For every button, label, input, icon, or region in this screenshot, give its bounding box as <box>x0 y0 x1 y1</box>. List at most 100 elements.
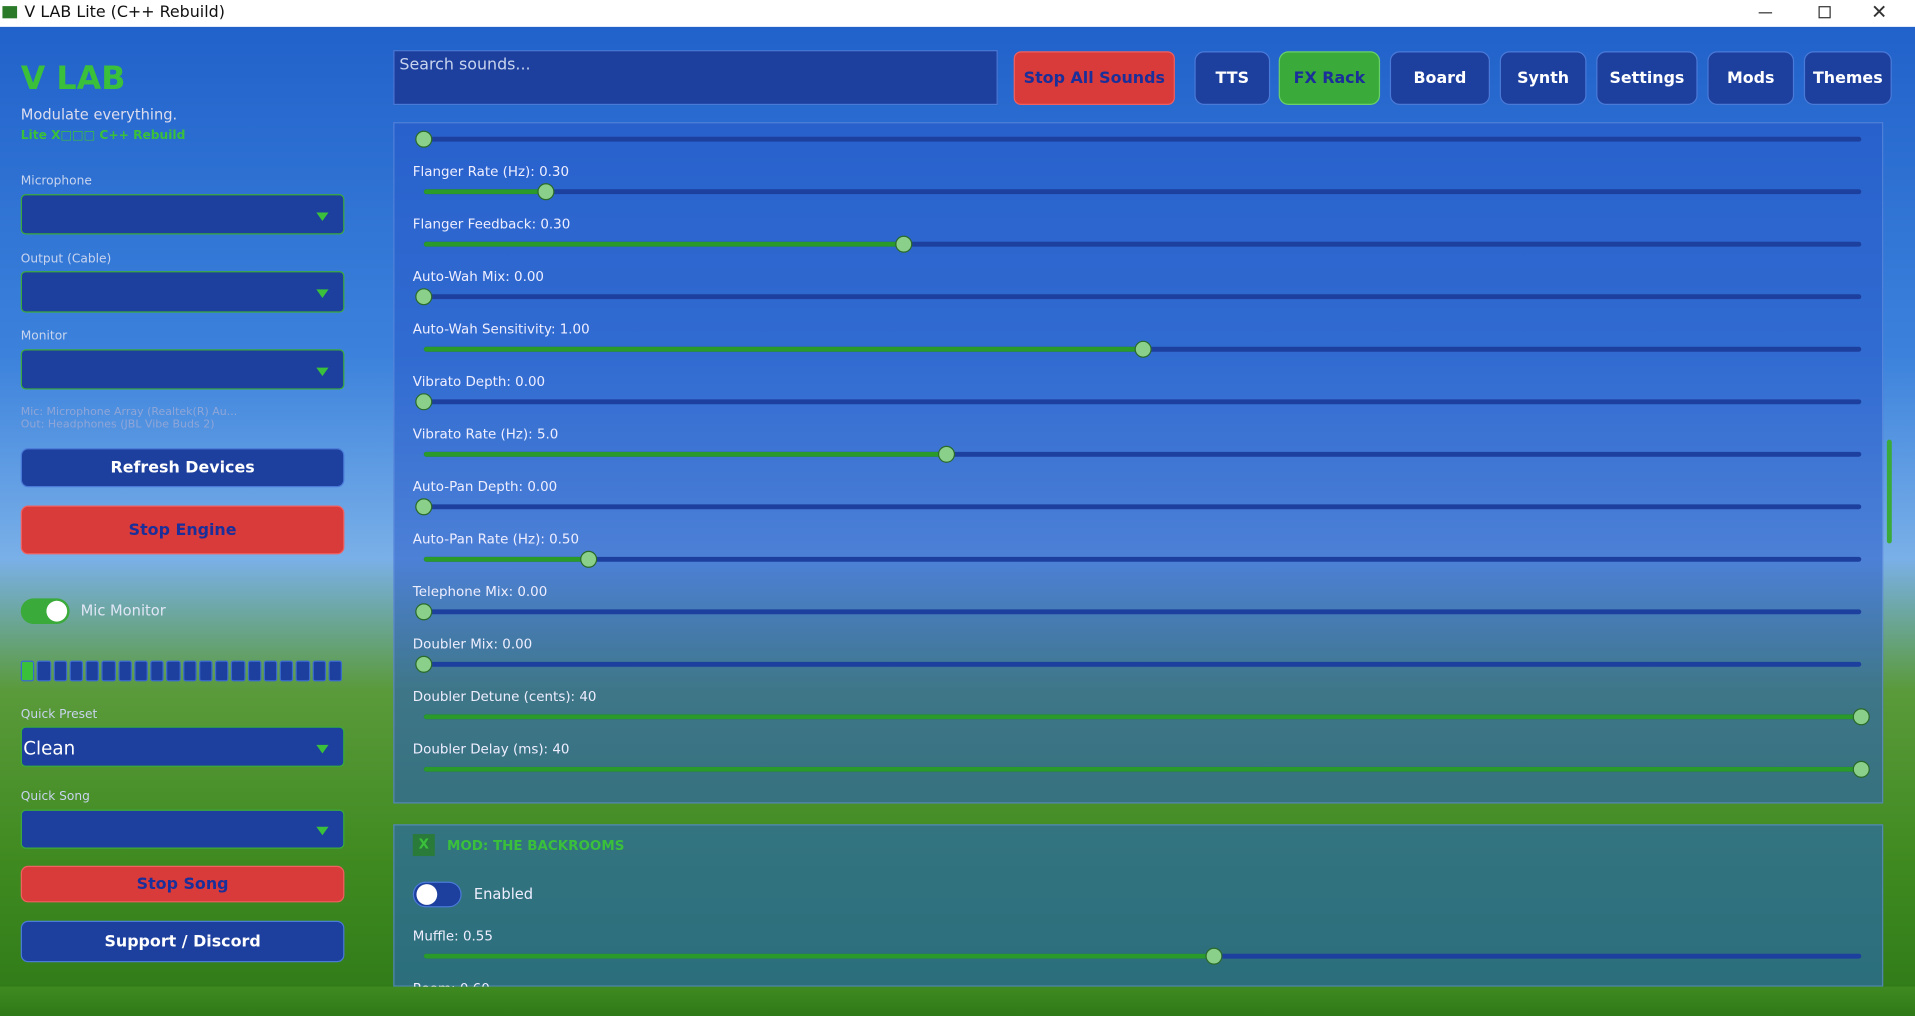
mic-monitor-label: Mic Monitor <box>80 602 166 620</box>
tagline: Modulate everything. <box>20 106 178 124</box>
quick-preset-label: Quick Preset <box>20 708 98 722</box>
microphone-label: Microphone <box>20 174 92 189</box>
tab-button[interactable]: Settings <box>1596 51 1698 106</box>
slider-knob[interactable] <box>415 393 433 411</box>
meter-segment <box>295 660 310 682</box>
mod-panel <box>393 824 1884 987</box>
slider-track <box>423 661 1862 667</box>
slider-track <box>423 556 1862 562</box>
slider-label: Muffle: 0.55 <box>412 928 493 944</box>
slider-knob[interactable] <box>415 498 433 516</box>
slider-track <box>423 399 1862 405</box>
slider-knob[interactable] <box>1852 708 1870 726</box>
stop-song-button[interactable]: Stop Song <box>20 865 345 903</box>
tab-button[interactable]: Themes <box>1803 51 1892 106</box>
slider-fill <box>423 451 948 457</box>
dropdown-arrow <box>316 289 329 298</box>
slider-label: Doubler Mix: 0.00 <box>412 636 533 653</box>
toggle-knob <box>416 884 438 905</box>
slider-knob[interactable] <box>537 183 555 201</box>
slider-track <box>423 609 1862 615</box>
meter-segment <box>328 660 342 682</box>
device-info: Out: Headphones (JBL Vibe Buds 2) <box>20 418 215 432</box>
meter-segment <box>101 660 116 682</box>
slider-knob[interactable] <box>415 130 433 148</box>
search-box[interactable]: Search sounds... <box>393 50 998 106</box>
meter-segment <box>53 660 67 682</box>
window-title: V LAB Lite (C++ Rebuild) <box>24 3 225 22</box>
slider-knob[interactable] <box>895 235 913 253</box>
dropdown-arrow <box>316 744 329 753</box>
stop-all-button[interactable]: Stop All Sounds <box>1013 51 1175 106</box>
output-label: Output (Cable) <box>20 252 112 267</box>
slider-knob[interactable] <box>938 445 956 463</box>
meter-segment <box>85 660 100 682</box>
enabled-toggle[interactable] <box>412 881 462 908</box>
slider-fill <box>423 556 590 562</box>
slider-knob[interactable] <box>415 655 433 673</box>
support-button[interactable]: Support / Discord <box>20 920 345 963</box>
slider-label: Doubler Delay (ms): 40 <box>412 741 570 758</box>
edition: Lite X□□□ C++ Rebuild <box>20 129 186 143</box>
slider-knob[interactable] <box>1133 340 1152 358</box>
quick-preset-dropdown[interactable]: Clean <box>20 726 345 767</box>
meter-segment <box>312 660 326 682</box>
output-dropdown[interactable] <box>20 271 345 313</box>
slider-knob[interactable] <box>415 288 433 306</box>
slider-label: Doubler Detune (cents): 40 <box>412 688 597 705</box>
slider-label: Telephone Mix: 0.00 <box>412 583 548 600</box>
meter-segment <box>182 660 197 682</box>
meter-segment <box>134 660 148 682</box>
tab-button[interactable]: Mods <box>1707 51 1795 106</box>
minimize[interactable] <box>1758 12 1773 14</box>
meter-segment <box>36 660 51 682</box>
dropdown-arrow <box>316 211 329 221</box>
meter-segment <box>69 660 84 682</box>
slider-knob[interactable] <box>415 603 433 621</box>
app-icon <box>2 6 18 19</box>
tab-button[interactable]: Board <box>1389 51 1490 106</box>
meter-segment <box>198 660 213 682</box>
slider-label: Vibrato Rate (Hz): 5.0 <box>412 426 559 443</box>
slider-track <box>423 451 1862 457</box>
slider-label: Flanger Rate (Hz): 0.30 <box>412 163 570 180</box>
slider-track <box>423 504 1862 510</box>
slider-knob[interactable] <box>580 550 598 568</box>
tab-button[interactable]: FX Rack <box>1278 51 1381 106</box>
slider-track <box>423 136 1862 142</box>
slider-label: Flanger Feedback: 0.30 <box>412 216 571 233</box>
tab-button[interactable]: Synth <box>1499 51 1587 106</box>
stop-engine-button[interactable]: Stop Engine <box>20 505 345 555</box>
tab-button[interactable]: TTS <box>1194 51 1271 106</box>
meter-segment <box>279 660 294 682</box>
app-name: V LAB <box>20 61 126 98</box>
slider-knob[interactable] <box>1852 760 1870 778</box>
refresh-button[interactable]: Refresh Devices <box>20 448 345 488</box>
quick-song-dropdown[interactable] <box>20 809 345 849</box>
mic-monitor-toggle[interactable] <box>20 598 70 625</box>
fx-panel <box>393 122 1884 804</box>
maximize[interactable] <box>1818 6 1831 19</box>
slider-fill <box>423 953 1215 959</box>
enabled-label: Enabled <box>473 885 534 903</box>
meter-segment <box>150 660 164 682</box>
meter-segment <box>247 660 262 682</box>
meter-segment <box>263 660 278 682</box>
slider-fill <box>423 714 1862 720</box>
slider-fill <box>423 766 1862 772</box>
mod-title: MOD: THE BACKROOMS <box>446 837 625 854</box>
meter-segment <box>214 660 229 682</box>
meter-segment <box>117 660 132 682</box>
close[interactable]: ✕ <box>1871 0 1888 24</box>
slider-track <box>423 241 1862 247</box>
microphone-dropdown[interactable] <box>20 194 345 235</box>
monitor-dropdown[interactable] <box>20 349 345 390</box>
slider-knob[interactable] <box>1205 947 1223 965</box>
slider-label: Vibrato Depth: 0.00 <box>412 373 546 390</box>
dropdown-arrow <box>316 366 329 376</box>
mod-checkbox[interactable]: X <box>412 834 435 857</box>
slider-fill <box>423 189 546 195</box>
toggle-knob <box>46 600 68 622</box>
panel-clip <box>0 986 1915 1016</box>
slider-fill <box>423 346 1143 352</box>
